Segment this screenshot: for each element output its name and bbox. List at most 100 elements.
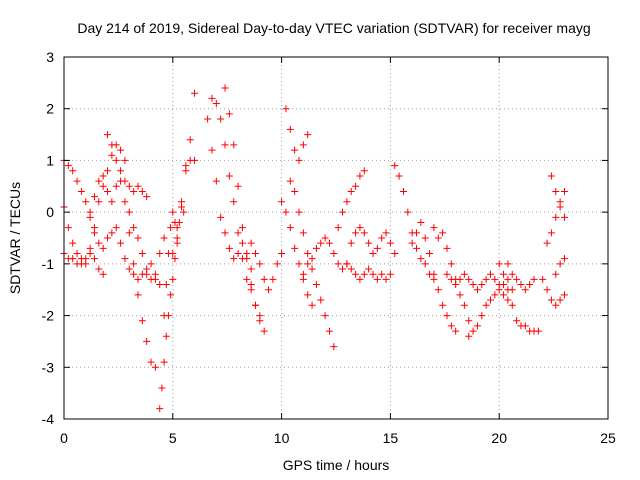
series-track-h (160, 203, 188, 320)
data-point (495, 286, 503, 294)
data-point (547, 172, 555, 180)
data-point (308, 265, 316, 273)
data-point (413, 244, 421, 252)
data-point (334, 260, 342, 268)
data-point (312, 281, 320, 289)
series-track-q (286, 177, 338, 351)
data-point (167, 291, 175, 299)
data-point (417, 218, 425, 226)
x-tick-label: 20 (491, 430, 507, 446)
data-point (456, 275, 464, 283)
data-point (175, 218, 183, 226)
series-track-n (247, 239, 286, 294)
data-point (365, 239, 373, 247)
data-point (169, 250, 177, 258)
data-point (347, 265, 355, 273)
data-point (447, 260, 455, 268)
data-point (304, 291, 312, 299)
data-point (278, 198, 286, 206)
data-point (99, 244, 107, 252)
data-point (104, 131, 112, 139)
data-point (212, 100, 220, 108)
y-tick-label: -4 (42, 411, 55, 427)
data-point (482, 301, 490, 309)
data-point (151, 363, 159, 371)
y-tick-label: -2 (42, 308, 55, 324)
data-point (439, 229, 447, 237)
data-point (321, 234, 329, 242)
data-point (373, 244, 381, 252)
data-point (160, 312, 168, 320)
series-track-f (125, 208, 168, 283)
data-point (77, 260, 85, 268)
data-point (382, 229, 390, 237)
data-point (121, 156, 129, 164)
data-point (325, 239, 333, 247)
data-point (212, 177, 220, 185)
data-point (99, 182, 107, 190)
data-point (95, 265, 103, 273)
data-point (162, 332, 170, 340)
data-point (517, 281, 525, 289)
data-point (456, 291, 464, 299)
data-point (334, 224, 342, 232)
data-point (104, 167, 112, 175)
data-point (443, 244, 451, 252)
data-point (552, 187, 560, 195)
data-point (543, 239, 551, 247)
data-point (560, 255, 568, 263)
series-track-x (430, 224, 473, 325)
data-point (178, 198, 186, 206)
data-point (491, 275, 499, 283)
data-point (191, 156, 199, 164)
series-track-y (443, 270, 516, 304)
data-point (112, 224, 120, 232)
data-point (504, 286, 512, 294)
series-track-ab (504, 260, 538, 294)
data-point (108, 151, 116, 159)
data-point (234, 182, 242, 190)
data-point (95, 198, 103, 206)
data-point (530, 275, 538, 283)
data-point (82, 255, 90, 263)
series-track-z (465, 275, 512, 340)
x-tick-label: 5 (169, 430, 177, 446)
series-track-v (391, 162, 438, 283)
data-point (339, 265, 347, 273)
data-point (134, 291, 142, 299)
series-track-i (169, 89, 199, 258)
data-point (543, 286, 551, 294)
data-point (282, 208, 290, 216)
data-point (369, 270, 377, 278)
data-point (173, 224, 181, 232)
data-point (217, 213, 225, 221)
data-point (204, 115, 212, 123)
data-point (112, 156, 120, 164)
data-point (230, 141, 238, 149)
x-tick-label: 10 (274, 430, 290, 446)
data-point (73, 177, 81, 185)
data-point (180, 208, 188, 216)
data-point (169, 275, 177, 283)
data-point (108, 229, 116, 237)
data-point (125, 182, 133, 190)
data-point (282, 105, 290, 113)
data-point (138, 250, 146, 258)
data-point (500, 281, 508, 289)
data-point (430, 270, 438, 278)
data-point (291, 187, 299, 195)
data-point (508, 301, 516, 309)
data-point (430, 224, 438, 232)
data-point (130, 260, 138, 268)
data-point (547, 296, 555, 304)
data-point (286, 224, 294, 232)
data-point (225, 244, 233, 252)
data-point (478, 312, 486, 320)
data-point (504, 260, 512, 268)
series-track-j (182, 156, 199, 170)
data-point (378, 270, 386, 278)
data-point (513, 275, 521, 283)
data-point (347, 187, 355, 195)
data-point (130, 187, 138, 195)
